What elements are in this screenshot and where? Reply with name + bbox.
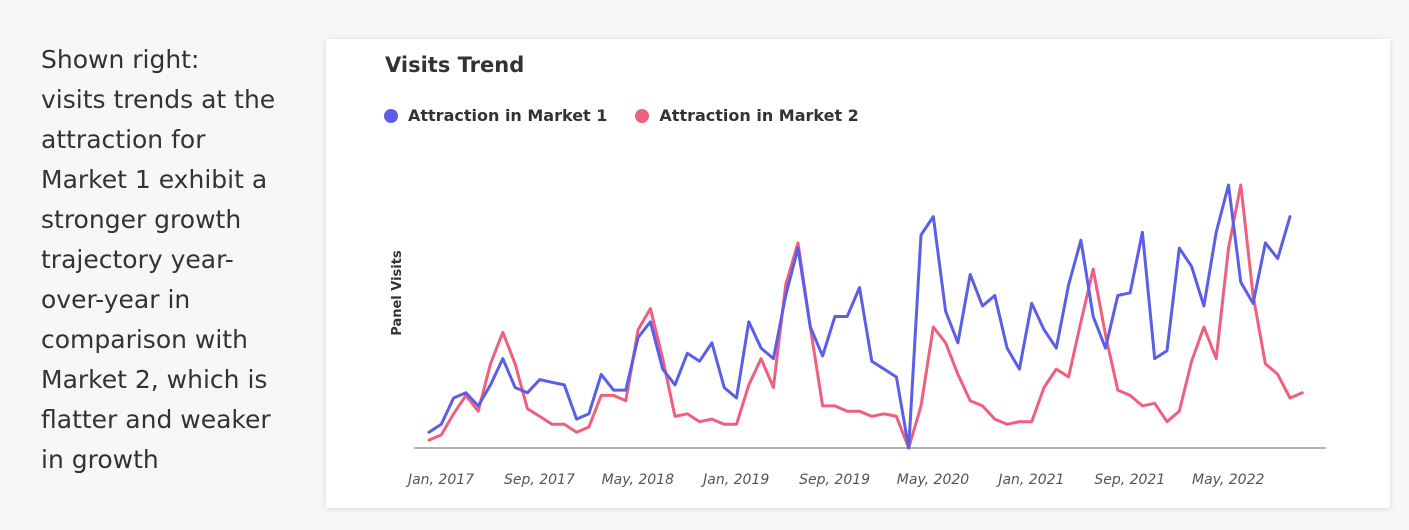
x-tick-label: Jan, 2019 — [700, 472, 769, 488]
x-tick-label: Jan, 2021 — [995, 472, 1064, 488]
x-tick-label: May, 2022 — [1192, 472, 1264, 488]
line-chart: Panel Visits Jan, 2017 Sep, 2017 May, 2018 J… — [390, 183, 1326, 488]
legend-label-market-1: Attraction in Market 1 — [408, 106, 608, 125]
description-line: trajectory year- — [41, 245, 234, 274]
legend-dot-market-2 — [635, 108, 650, 123]
x-tick-label: Sep, 2017 — [504, 472, 575, 488]
x-tick-label: May, 2018 — [602, 472, 674, 488]
legend-label-market-2: Attraction in Market 2 — [659, 106, 859, 125]
description-line: Market 1 exhibit a — [41, 165, 268, 194]
description-line: Shown right: — [41, 45, 200, 74]
chart-title: Visits Trend — [385, 53, 525, 77]
legend-dot-market-1 — [384, 108, 398, 123]
description-line: stronger growth — [41, 205, 242, 234]
chart-legend: Attraction in Market 1 Attraction in Mar… — [384, 106, 887, 125]
description-line: in growth — [41, 445, 159, 474]
description-line: visits trends at the — [41, 85, 276, 114]
chart-card: Visits Trend Attraction in Market 1 Attr… — [326, 39, 1390, 508]
description-text: Shown right: visits trends at the attrac… — [41, 40, 281, 480]
legend-item-market-1[interactable]: Attraction in Market 1 — [384, 106, 607, 125]
legend-item-market-2[interactable]: Attraction in Market 2 — [635, 106, 859, 125]
x-tick-label: Sep, 2021 — [1094, 472, 1165, 488]
description-line: attraction for — [41, 125, 206, 154]
y-axis-label: Panel Visits — [390, 250, 405, 336]
x-tick-label: Sep, 2019 — [799, 472, 870, 488]
description-line: Market 2, which is — [41, 365, 268, 394]
description-line: flatter and weaker — [41, 405, 271, 434]
x-tick-label: Jan, 2017 — [405, 472, 474, 488]
x-tick-label: May, 2020 — [897, 472, 969, 488]
description-line: comparison with — [41, 325, 248, 354]
description-line: over-year in — [41, 285, 191, 314]
series-line-market-2[interactable] — [427, 183, 1304, 450]
series-line-market-1[interactable] — [427, 183, 1292, 450]
